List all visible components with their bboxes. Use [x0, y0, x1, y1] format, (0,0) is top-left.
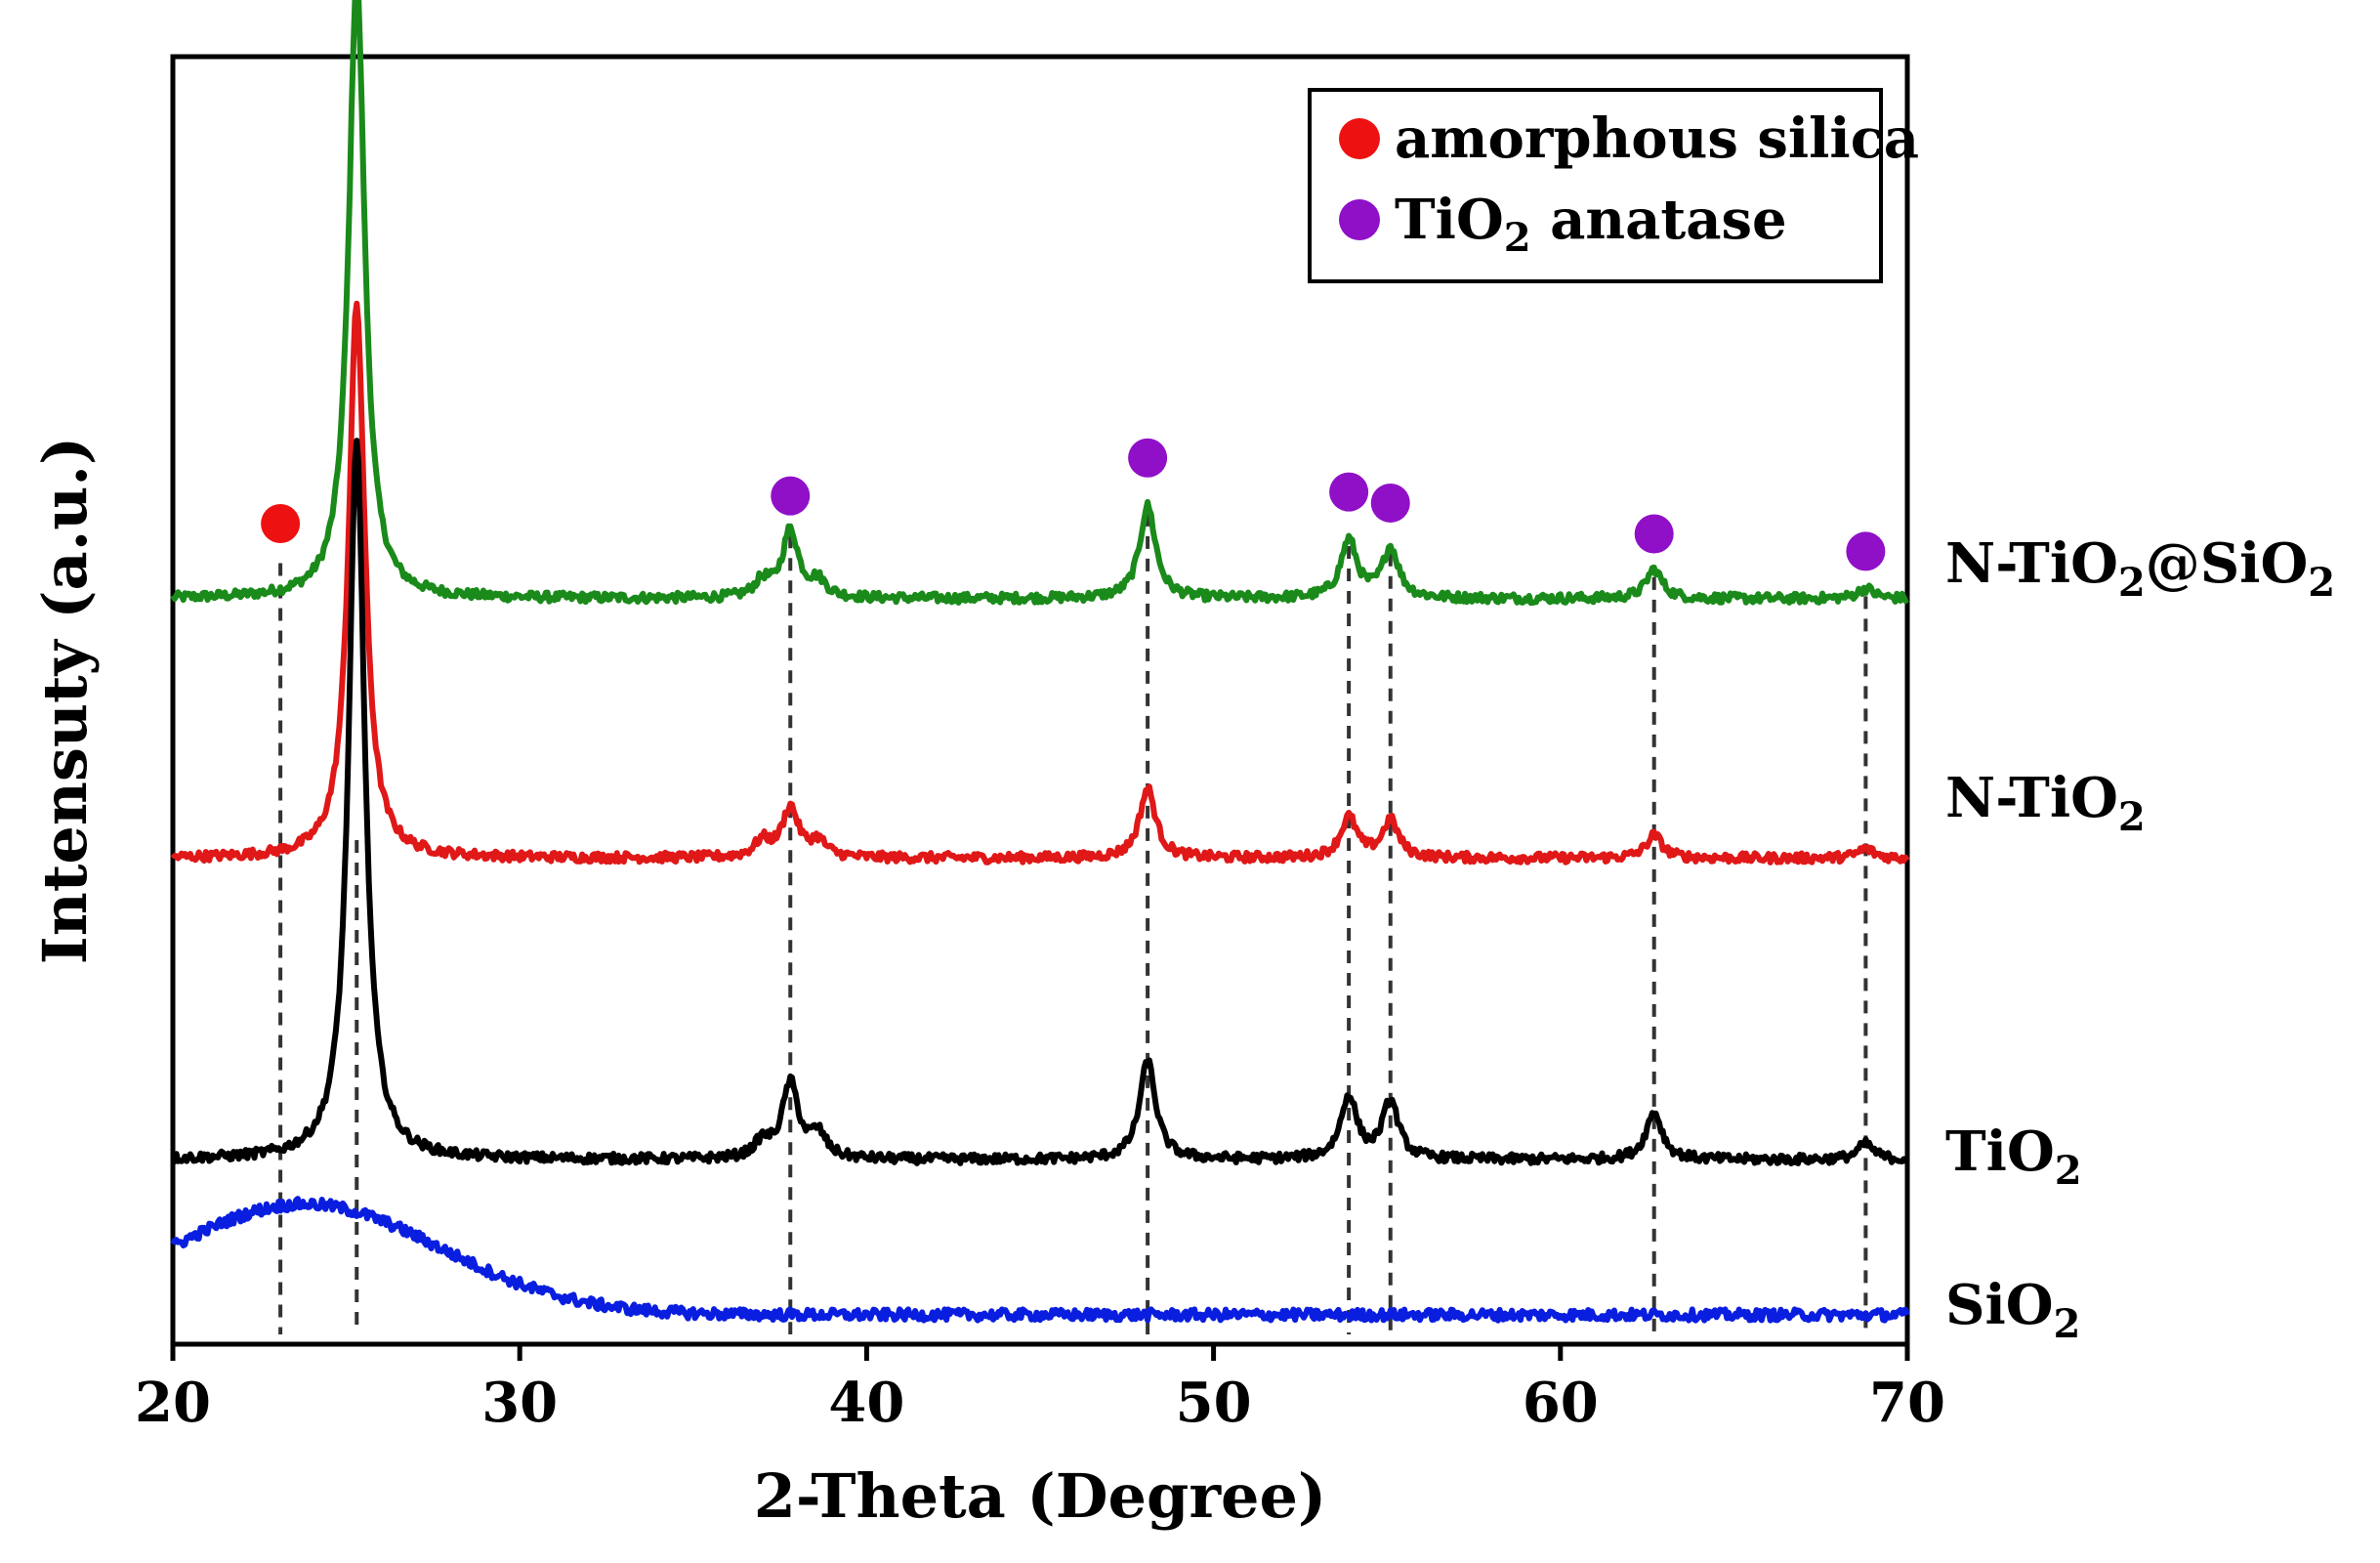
series-line	[170, 1196, 1910, 1324]
x-ticks: 20 30 40 50 60 70	[135, 1344, 1945, 1435]
legend-label: amorphous silica	[1395, 106, 1919, 171]
x-tick-label: 70	[1869, 1371, 1945, 1435]
x-axis-title: 2-Theta (Degree)	[754, 1460, 1326, 1532]
series-layer	[170, 0, 1910, 1324]
series-label: N-TiO2@SiO2	[1945, 531, 2335, 606]
legend: amorphous silica TiO2 anatase	[1308, 88, 1919, 283]
y-axis-title: Intensuty (a.u.)	[29, 437, 101, 965]
x-tick-label: 40	[828, 1371, 904, 1435]
anatase-marker	[1846, 531, 1886, 571]
series-label: SiO2	[1945, 1273, 2080, 1347]
series-line	[170, 300, 1910, 866]
series-line	[170, 0, 1909, 607]
anatase-marker	[1329, 472, 1369, 512]
silica-marker	[261, 504, 301, 543]
legend-marker	[1339, 118, 1380, 159]
x-tick-label: 30	[481, 1371, 558, 1435]
plot-frame	[170, 54, 1910, 1347]
legend-box	[1308, 88, 1883, 283]
anatase-marker	[1370, 483, 1410, 523]
series-label: N-TiO2	[1945, 766, 2146, 840]
series-label: TiO2	[1945, 1119, 2082, 1194]
x-tick-label: 60	[1523, 1371, 1599, 1435]
anatase-marker	[1634, 514, 1674, 554]
x-tick-label: 20	[135, 1371, 211, 1435]
anatase-marker	[1128, 438, 1168, 478]
series-labels: N-TiO2@SiO2 N-TiO2 TiO2 SiO2	[1945, 531, 2335, 1347]
series-line	[170, 438, 1909, 1166]
reference-lines	[278, 513, 1868, 1334]
x-tick-label: 50	[1176, 1371, 1252, 1435]
peak-markers	[261, 438, 1886, 571]
anatase-marker	[771, 476, 811, 516]
legend-marker	[1339, 199, 1380, 240]
legend-label: TiO2 anatase	[1395, 188, 1787, 261]
